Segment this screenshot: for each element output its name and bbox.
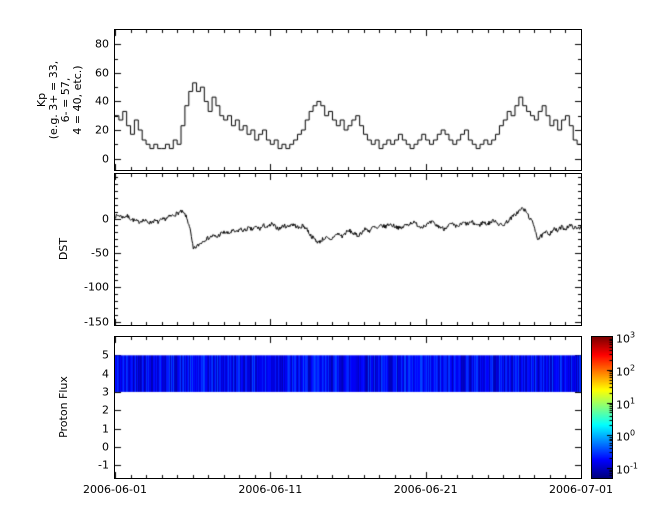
dst-ytick-label: -150 <box>84 315 109 329</box>
x-tick-label: 2006-06-11 <box>238 483 303 496</box>
proton_flux-ytick-label: 0 <box>102 440 109 454</box>
x-tick-label: 2006-06-01 <box>83 483 147 496</box>
proton_flux-ytick-label: 2 <box>102 403 109 417</box>
kp-ytick-label: 60 <box>95 66 109 80</box>
dst-ytick-label: 0 <box>102 212 109 226</box>
dst-ytick-label: -50 <box>91 246 109 260</box>
proton_flux-ytick-label: 3 <box>102 385 109 399</box>
proton_flux-ytick-label: 1 <box>102 422 109 436</box>
kp-ytick-label: 80 <box>95 37 109 51</box>
colorbar-gradient-canvas <box>592 337 612 478</box>
x-tick-label: 2006-06-21 <box>393 483 458 496</box>
proton_flux-ytick-label: 5 <box>102 348 109 362</box>
dst-plot-canvas <box>115 174 581 325</box>
dst-ylabel: DST <box>57 237 70 261</box>
colorbar <box>591 336 613 479</box>
kp-ytick-label: 0 <box>102 152 109 166</box>
kp-ylabel: Kp (e.g. 3+ = 33, 6- = 57, 4 = 40, etc.) <box>35 60 84 140</box>
colorbar-tick-label: 102 <box>616 363 636 379</box>
colorbar-tick-label: 10-1 <box>616 461 638 477</box>
colorbar-tick-label: 101 <box>616 396 636 411</box>
kp-plot-canvas <box>115 30 581 170</box>
kp-ytick-label: 20 <box>95 123 109 137</box>
kp-ytick-label: 40 <box>95 94 109 108</box>
x-tick-label: 2006-07-01 <box>549 483 613 496</box>
proton_flux-ytick-label: -1 <box>98 458 109 472</box>
dst-panel <box>114 173 582 326</box>
colorbar-tick-label: 103 <box>616 330 636 346</box>
dst-ytick-label: -100 <box>84 280 109 294</box>
proton-flux-ylabel: Proton Flux <box>57 376 70 438</box>
proton_flux-ytick-label: 4 <box>102 367 109 381</box>
proton-flux-spectrogram-canvas <box>115 337 581 478</box>
colorbar-tick-label: 100 <box>616 429 636 444</box>
kp-panel <box>114 29 582 171</box>
proton-flux-panel <box>114 336 582 479</box>
